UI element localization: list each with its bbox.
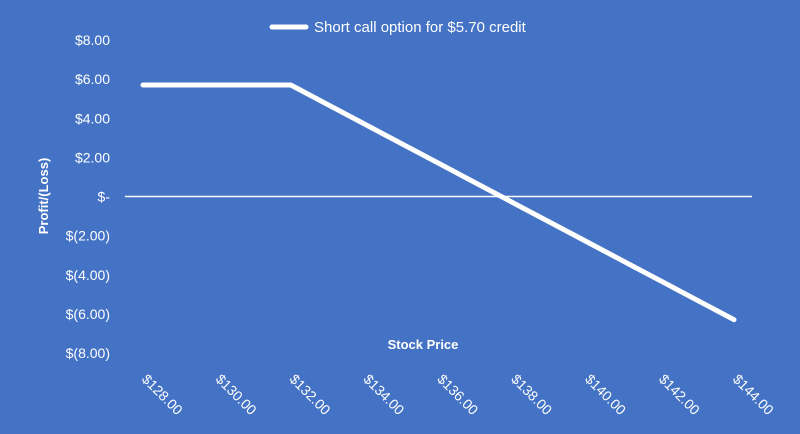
legend-label: Short call option for $5.70 credit [314, 19, 527, 36]
x-tick-label: $132.00 [287, 371, 334, 418]
x-tick-label: $140.00 [582, 371, 629, 418]
x-tick-label: $136.00 [434, 371, 481, 418]
series-line [140, 82, 737, 323]
legend: Short call option for $5.70 credit [269, 19, 527, 36]
x-tick-label: $134.00 [361, 371, 408, 418]
y-tick-label: $- [98, 189, 111, 205]
x-tick-label: $130.00 [213, 371, 260, 418]
y-tick-label: $(8.00) [66, 345, 110, 361]
x-tick-label: $138.00 [508, 371, 555, 418]
series-line-group [140, 82, 737, 323]
x-tick-label: $144.00 [730, 371, 777, 418]
y-tick-label: $(4.00) [66, 267, 110, 283]
y-tick-label: $4.00 [75, 110, 110, 126]
x-tick-label: $142.00 [656, 371, 703, 418]
y-tick-label: $8.00 [75, 32, 110, 48]
y-axis-ticks: $8.00 $6.00 $4.00 $2.00 $- $(2.00) $(4.00) $(6.… [66, 32, 111, 361]
y-axis-title: Profit/(Loss) [36, 158, 51, 235]
x-axis-title: Stock Price [388, 337, 459, 352]
x-axis-ticks: $128.00 $130.00 $132.00 $134.00 $136.00 $138.… [139, 371, 777, 418]
y-tick-label: $2.00 [75, 149, 110, 165]
x-tick-label: $128.00 [139, 371, 186, 418]
drop-lines [142, 84, 735, 320]
y-tick-label: $(2.00) [66, 228, 110, 244]
y-tick-label: $6.00 [75, 71, 110, 87]
y-tick-label: $(6.00) [66, 306, 110, 322]
